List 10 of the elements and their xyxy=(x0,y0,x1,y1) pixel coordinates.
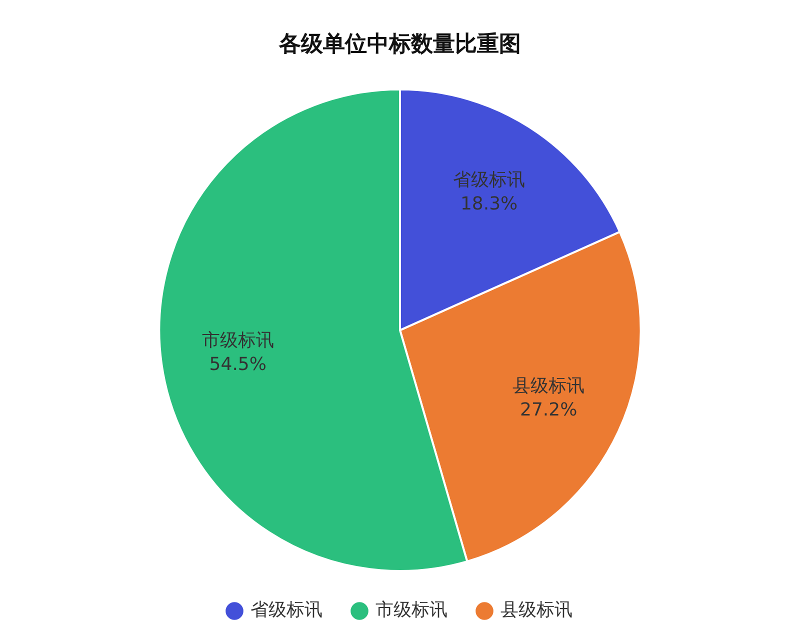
legend-label: 县级标讯 xyxy=(500,600,572,621)
chart-title: 各级单位中标数量比重图 xyxy=(278,32,521,57)
data-label: 18.3% xyxy=(460,193,518,214)
legend-label: 市级标讯 xyxy=(376,600,448,621)
slice-label: 省级标讯 xyxy=(453,169,526,190)
data-label: 27.2% xyxy=(520,400,578,421)
slice-label: 市级标讯 xyxy=(202,330,274,351)
legend-label: 省级标讯 xyxy=(250,600,322,621)
slice-label: 县级标讯 xyxy=(512,376,585,397)
data-label: 54.5% xyxy=(209,354,266,375)
